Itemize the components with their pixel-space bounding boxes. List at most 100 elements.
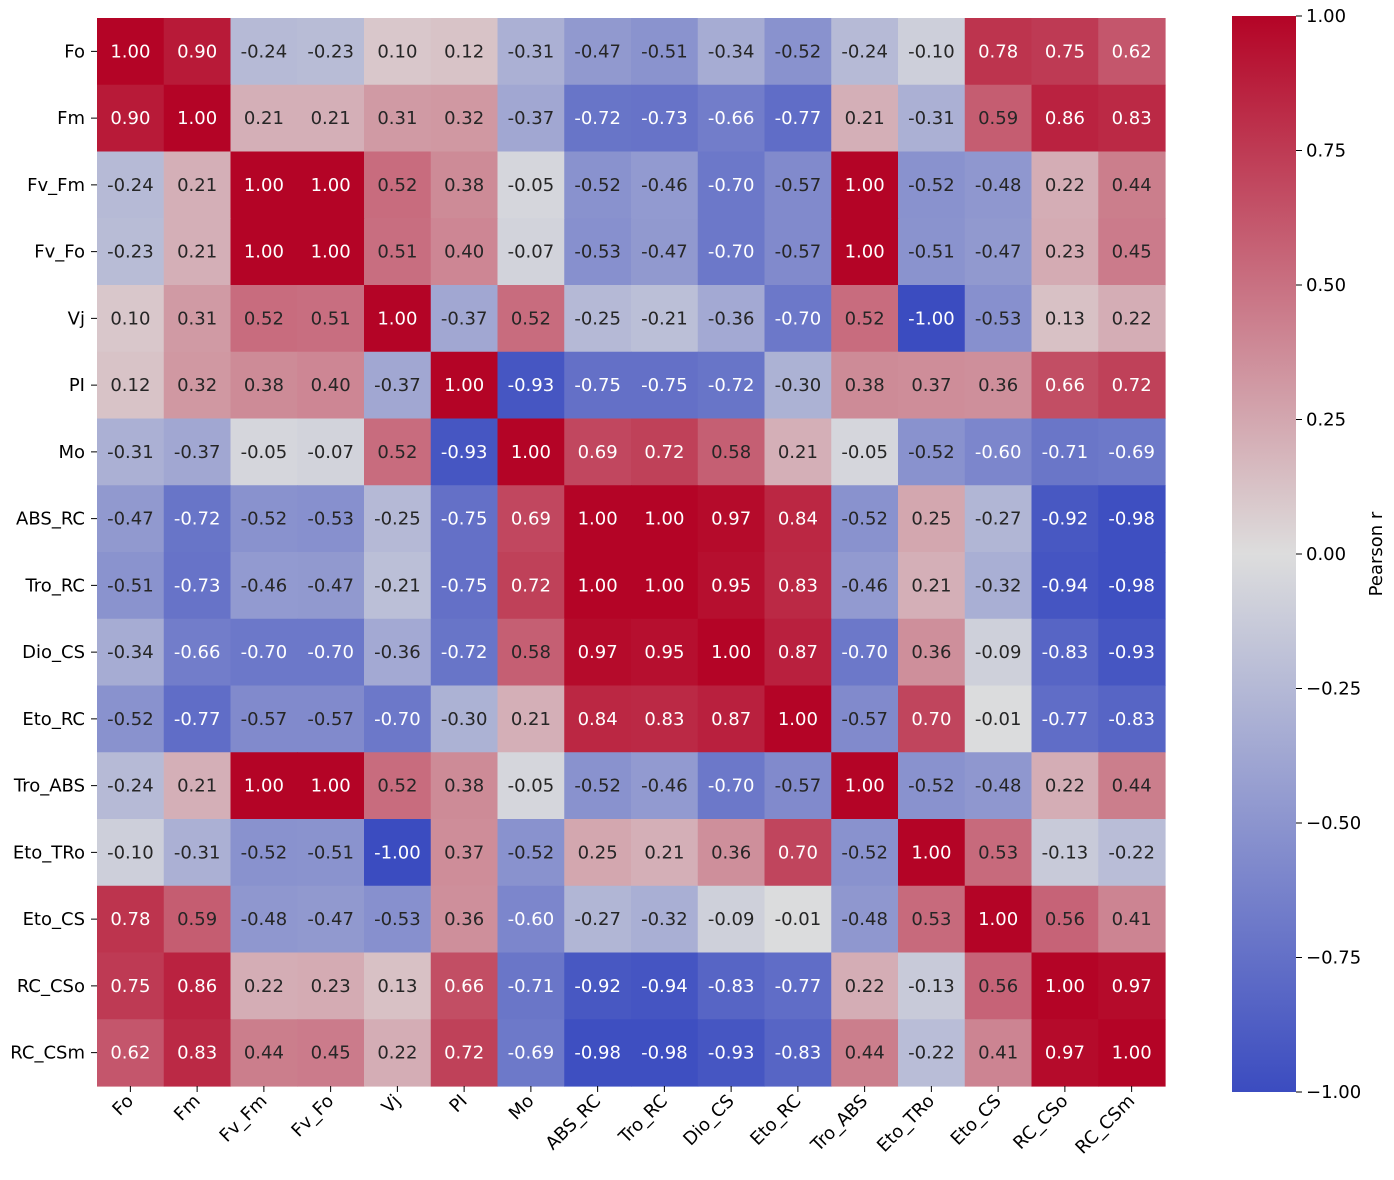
cell-value-label: 0.66 — [1045, 375, 1085, 396]
cell-value-label: 0.86 — [177, 976, 217, 997]
x-tick-label: Fv_Fm — [216, 1091, 272, 1147]
heatmap-cell-Eto_CS-Vj — [364, 885, 432, 954]
cell-value-label: 0.69 — [578, 442, 618, 463]
heatmap-cell-Fv_Fm-PI — [430, 151, 499, 219]
heatmap-cell-Vj-Tro_RC — [631, 285, 699, 353]
heatmap-cell-Fo-Tro_ABS — [831, 18, 899, 86]
cell-value-label: -0.21 — [374, 575, 421, 596]
heatmap-cell-Fv_Fm-Eto_TRo — [898, 151, 966, 219]
y-tick-label: PI — [69, 375, 85, 396]
heatmap-cell-Fv_Fo-Dio_CS — [697, 218, 766, 286]
heatmap-cell-Fv_Fo-Mo — [497, 218, 565, 286]
cell-value-label: -0.53 — [574, 242, 621, 263]
heatmap-cell-Eto_CS-Fm — [163, 885, 232, 954]
cell-value-label: -0.70 — [775, 308, 822, 329]
heatmap-cell-Fv_Fo-Tro_RC — [631, 218, 699, 286]
heatmap-cell-RC_CSm-Tro_RC — [631, 1019, 699, 1087]
cell-value-label: 1.00 — [244, 242, 284, 263]
heatmap-cell-Fv_Fm-Tro_RC — [631, 151, 699, 219]
colorbar-tick-label: 0.00 — [1306, 544, 1346, 565]
cell-value-label: 0.12 — [110, 375, 150, 396]
cell-value-label: -0.70 — [241, 642, 288, 663]
cell-value-label: 1.00 — [244, 175, 284, 196]
cell-value-label: -0.31 — [508, 41, 555, 62]
heatmap-cell-Fv_Fm-Eto_CS — [964, 151, 1033, 219]
cell-value-label: 0.38 — [244, 375, 284, 396]
cell-value-label: -0.23 — [107, 242, 154, 263]
cell-value-label: 1.00 — [1045, 976, 1085, 997]
cell-value-label: -0.25 — [374, 509, 421, 530]
heatmap-cell-Fv_Fm-Fo — [97, 151, 165, 219]
cell-value-label: 0.21 — [644, 842, 684, 863]
heatmap-cell-Eto_RC-Tro_RC — [631, 685, 699, 753]
heatmap-cell-Eto_RC-Tro_ABS — [831, 685, 899, 753]
cell-value-label: 0.21 — [511, 709, 551, 730]
heatmap-cell-Tro_ABS-Fm — [163, 752, 232, 820]
heatmap-cell-Fm-Tro_ABS — [831, 84, 899, 153]
heatmap-cell-PI-Dio_CS — [697, 351, 766, 420]
heatmap-cell-Tro_RC-Fv_Fm — [230, 552, 298, 620]
heatmap-cell-Eto_TRo-Tro_RC — [631, 819, 699, 887]
heatmap-cell-Fm-Fm — [163, 84, 232, 153]
cell-value-label: -0.37 — [174, 442, 221, 463]
cell-value-label: 0.52 — [244, 308, 284, 329]
heatmap-cell-PI-Eto_RC — [764, 351, 832, 420]
heatmap-cell-Eto_TRo-Tro_ABS — [831, 819, 899, 887]
cell-value-label: 0.23 — [311, 976, 351, 997]
heatmap-cell-Fo-Eto_TRo — [898, 18, 966, 86]
heatmap-cell-Fv_Fo-Vj — [364, 218, 432, 286]
cell-value-label: -0.27 — [975, 509, 1022, 530]
heatmap-cell-Dio_CS-Vj — [364, 618, 432, 687]
colorbar-tick-label: 1.00 — [1306, 6, 1346, 27]
heatmap-cell-Dio_CS-Eto_TRo — [898, 618, 966, 687]
cell-value-label: 1.00 — [845, 242, 885, 263]
heatmap-cell-PI-ABS_RC — [564, 351, 632, 420]
heatmap-cell-Tro_ABS-PI — [430, 752, 499, 820]
cell-value-label: 1.00 — [644, 575, 684, 596]
heatmap-cells: 1.00 0.90 -0.24 -0.23 0.10 0.12 -0.31 -0.47 -0.5… — [97, 18, 1166, 1087]
cell-value-label: -0.73 — [174, 575, 221, 596]
heatmap-cell-ABS_RC-RC_CSm — [1098, 485, 1166, 553]
cell-value-label: -0.52 — [908, 175, 955, 196]
cell-value-label: 0.97 — [1045, 1043, 1085, 1064]
heatmap-cell-PI-Eto_TRo — [898, 351, 966, 420]
heatmap-cell-RC_CSo-Fm — [163, 952, 232, 1020]
x-tick-label: Vj — [378, 1091, 405, 1118]
y-tick-label: ABS_RC — [16, 509, 85, 530]
cell-value-label: 0.45 — [311, 1043, 351, 1064]
heatmap-cell-Mo-Fm — [163, 418, 232, 486]
heatmap-cell-Mo-Tro_ABS — [831, 418, 899, 486]
heatmap-cell-Tro_ABS-Eto_TRo — [898, 752, 966, 820]
cell-value-label: 0.90 — [177, 41, 217, 62]
cell-value-label: 0.25 — [911, 509, 951, 530]
cell-value-label: 0.10 — [110, 308, 150, 329]
x-axis-tick-labels: Fo Fm Fv_Fm Fv_Fo Vj PI Mo ABS_RC Tro_RC Dio_CS Et… — [108, 1086, 1139, 1158]
heatmap-cell-Dio_CS-Eto_CS — [964, 618, 1033, 687]
cell-value-label: -0.48 — [241, 909, 288, 930]
heatmap-cell-Tro_RC-Dio_CS — [697, 552, 766, 620]
heatmap-cell-Dio_CS-Fo — [97, 618, 165, 687]
heatmap-cell-Mo-RC_CSm — [1098, 418, 1166, 486]
cell-value-label: -0.77 — [775, 108, 822, 129]
cell-value-label: -0.22 — [908, 1043, 955, 1064]
cell-value-label: 0.95 — [711, 575, 751, 596]
cell-value-label: 0.31 — [177, 308, 217, 329]
y-tick-label: Fv_Fo — [34, 242, 85, 263]
cell-value-label: 0.21 — [177, 776, 217, 797]
heatmap-cell-Vj-ABS_RC — [564, 285, 632, 353]
heatmap-cell-Eto_RC-RC_CSo — [1031, 685, 1099, 753]
heatmap-cell-Dio_CS-Fm — [163, 618, 232, 687]
cell-value-label: -0.46 — [841, 575, 888, 596]
heatmap-cell-Fo-Fv_Fm — [230, 18, 298, 86]
cell-value-label: 0.97 — [578, 642, 618, 663]
x-tick-label: ABS_RC — [542, 1091, 606, 1155]
heatmap-cell-Fo-Mo — [497, 18, 565, 86]
y-tick-label: Dio_CS — [22, 642, 85, 663]
cell-value-label: -0.98 — [641, 1043, 688, 1064]
heatmap-cell-Fv_Fo-Eto_TRo — [898, 218, 966, 286]
cell-value-label: -0.77 — [1042, 709, 1089, 730]
heatmap-cell-ABS_RC-PI — [430, 485, 499, 553]
cell-value-label: -0.01 — [975, 709, 1022, 730]
cell-value-label: 1.00 — [311, 776, 351, 797]
